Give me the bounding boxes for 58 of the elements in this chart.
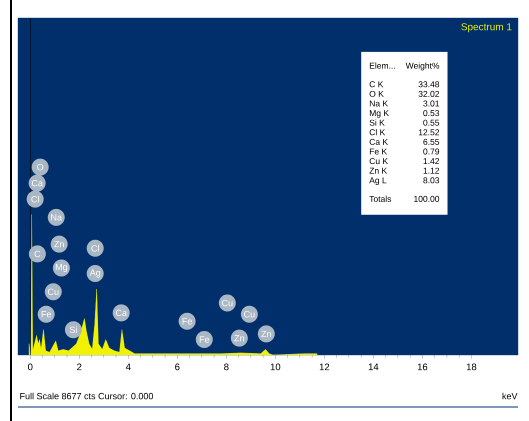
- text: 0.55: [423, 120, 440, 126]
- annotation: Fe: [182, 318, 192, 324]
- text: Elem...: [370, 62, 395, 69]
- annotation: Cu: [222, 300, 232, 306]
- text: Ca: [32, 180, 43, 186]
- annotation: Cl: [31, 196, 39, 202]
- annotation: Cl: [91, 244, 99, 252]
- x-tick-label: 4: [126, 364, 131, 370]
- text: 32.02: [418, 90, 440, 97]
- annotation: Ca: [116, 310, 127, 316]
- x-tick-label: 14: [368, 364, 378, 370]
- text: 1.42: [424, 158, 440, 164]
- annotation: Na: [51, 214, 62, 221]
- text: 6.55: [423, 138, 440, 145]
- x-tick-label: 8: [224, 364, 229, 370]
- text: Na K: [370, 100, 388, 106]
- text: Cu K: [370, 158, 388, 164]
- text: 100.00: [414, 196, 440, 202]
- annotation: C: [34, 250, 40, 258]
- x-tick-label: 18: [466, 364, 476, 370]
- text: Mg K: [370, 110, 389, 118]
- annotation: Ag: [90, 270, 100, 278]
- x-tick-label: 12: [320, 364, 330, 370]
- text: Ca K: [370, 138, 388, 145]
- text: 3.01: [423, 100, 440, 106]
- annotation: Fe: [200, 336, 210, 343]
- annotation: Zn: [54, 240, 64, 248]
- annotation: Cu: [48, 288, 58, 296]
- text: Si K: [370, 119, 385, 126]
- x-tick-label: 6: [175, 364, 180, 370]
- x-axis-title: keV: [502, 392, 518, 400]
- chart-title: Spectrum 1: [461, 23, 512, 32]
- text: Full Scale 8677 cts Cursor: 0.000: [20, 392, 154, 400]
- annotation: Zn: [234, 335, 244, 342]
- text: 0.53: [423, 110, 440, 116]
- x-tick-label: 10: [270, 364, 280, 370]
- text: O: [37, 164, 44, 170]
- x-tick-label: 16: [418, 364, 428, 370]
- x-tick-label: 2: [77, 364, 82, 370]
- text: O K: [370, 90, 384, 97]
- x-tick-label: 0: [28, 364, 33, 370]
- text: Ag L: [369, 177, 386, 185]
- annotation: Fe: [42, 311, 52, 318]
- text: Weight%: [406, 62, 440, 70]
- text: Zn K: [369, 168, 388, 174]
- text: Fe K: [370, 148, 388, 154]
- text: Totals: [369, 196, 392, 202]
- annotation: Mg: [56, 264, 68, 272]
- annotation: Zn: [261, 330, 271, 338]
- text: Cl K: [370, 129, 386, 136]
- text: 12.52: [418, 129, 440, 136]
- annotation: Cu: [244, 311, 255, 318]
- text: 1.12: [424, 168, 440, 174]
- text: 33.48: [418, 81, 440, 88]
- text: 0.79: [423, 148, 440, 154]
- text: 8.03: [423, 177, 440, 184]
- annotation: Si: [70, 326, 77, 334]
- text: C K: [370, 81, 384, 88]
